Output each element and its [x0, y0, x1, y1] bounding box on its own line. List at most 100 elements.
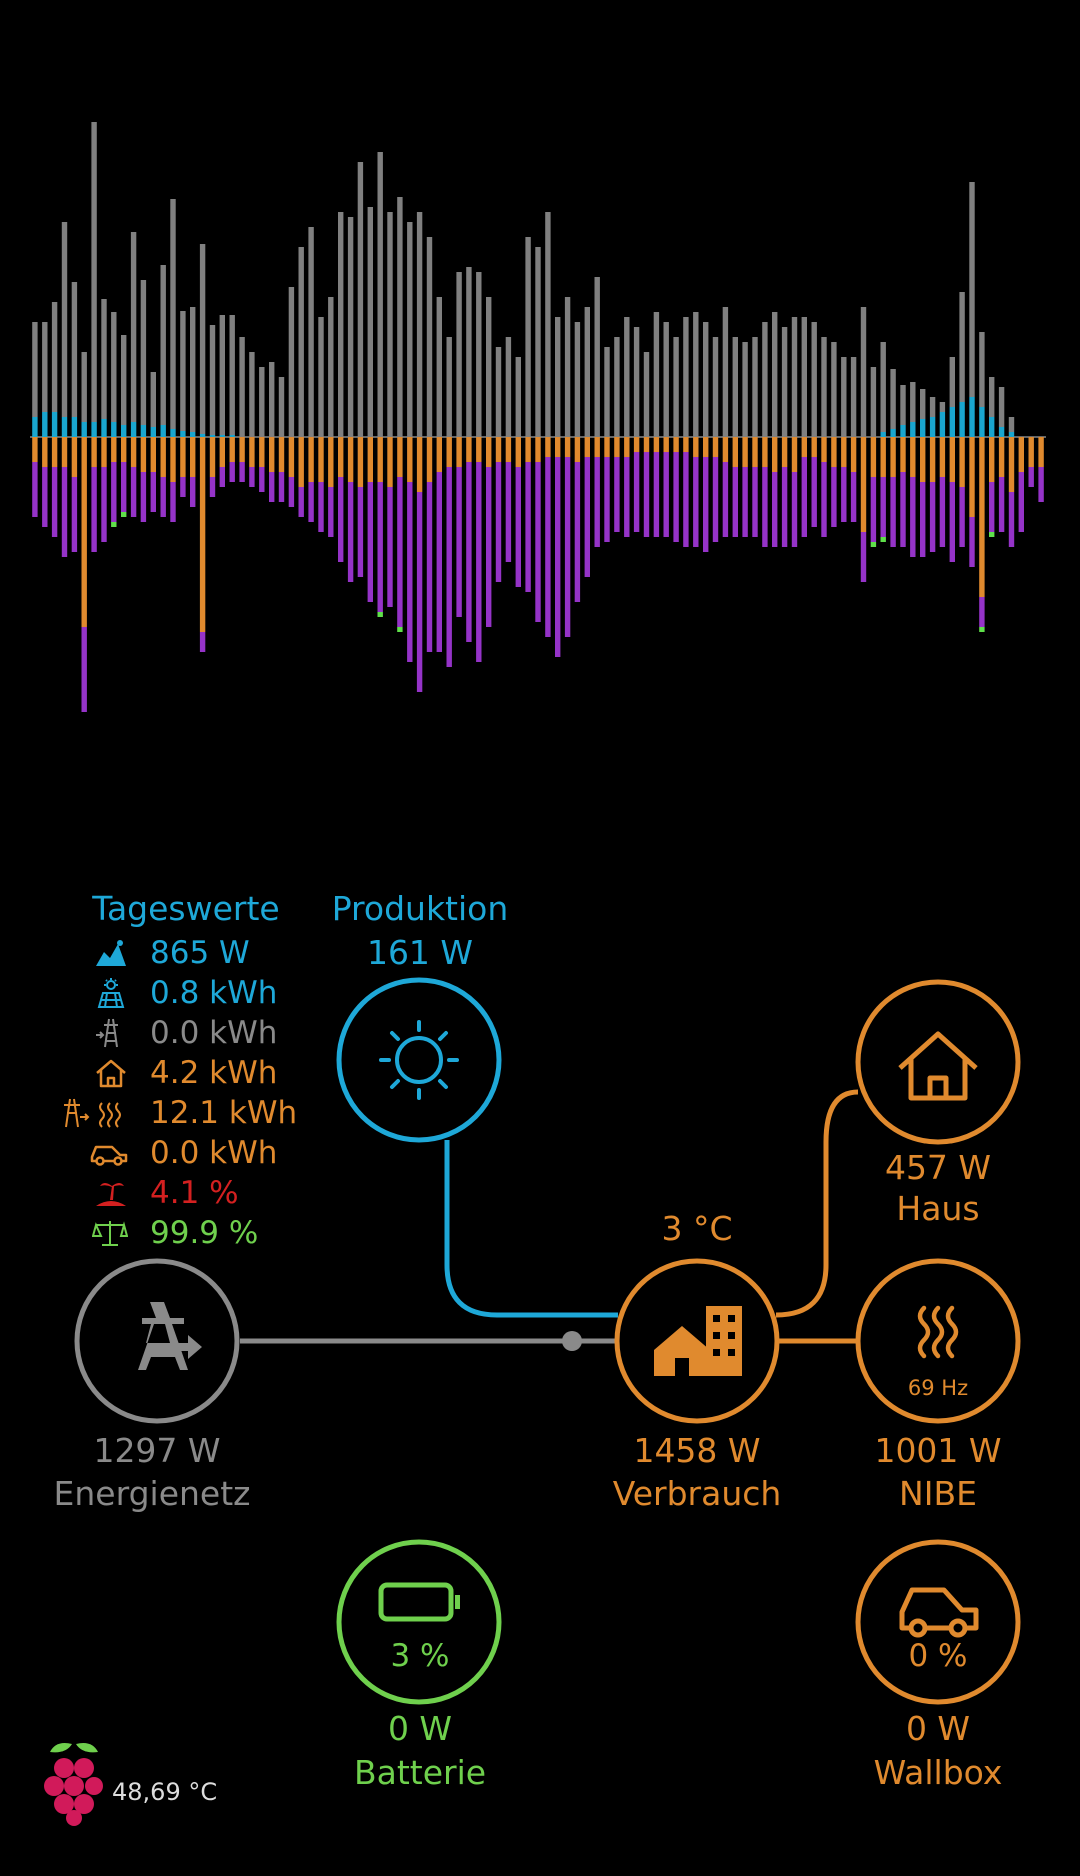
chart-bar: [140, 425, 147, 437]
chart-bar: [111, 522, 117, 527]
chart-bar: [387, 212, 393, 437]
chart-bar: [663, 437, 669, 452]
chart-bar: [890, 437, 896, 477]
chart-bar: [1018, 437, 1024, 472]
chart-bar: [357, 437, 364, 487]
chart-bar: [594, 277, 600, 437]
stat-row-house: 4.2 kWh: [40, 1053, 277, 1093]
chart-bar: [71, 282, 78, 417]
chart-bar: [259, 367, 265, 437]
chart-bar: [624, 317, 630, 437]
chart-bar: [525, 237, 531, 437]
chart-bar: [604, 347, 610, 437]
grid-circle: [74, 1258, 240, 1424]
chart-bar: [269, 437, 275, 472]
chart-bar: [160, 437, 166, 477]
chart-bar: [486, 437, 492, 467]
consumption-value: 1458 W: [633, 1431, 761, 1470]
battery-icon: [378, 1582, 460, 1622]
chart-bar: [199, 244, 206, 434]
chart-bar: [318, 482, 324, 532]
stat-row-grid-heat: 12.1 kWh: [40, 1093, 297, 1133]
chart-bar: [525, 437, 531, 462]
chart-bar: [209, 437, 216, 477]
chart-bar: [929, 397, 936, 417]
balance-icon: [92, 1221, 128, 1246]
chart-bar: [989, 417, 995, 437]
chart-bar: [791, 317, 798, 437]
chart-bar: [545, 457, 551, 637]
chart-bar: [190, 307, 196, 432]
chart-bar: [416, 437, 423, 492]
chart-bar: [209, 325, 216, 435]
power-pylon-icon: [138, 1302, 202, 1370]
chart-bar: [416, 212, 423, 437]
grid-value: 1297 W: [93, 1431, 221, 1470]
chart-bar: [880, 432, 886, 437]
chart-bar: [407, 482, 413, 662]
stat-value: 865 W: [150, 935, 250, 971]
stat-value: 99.9 %: [150, 1215, 259, 1251]
house-value: 457 W: [884, 1148, 992, 1187]
chart-bar: [663, 322, 669, 437]
chart-bar: [51, 412, 58, 437]
chart-bar: [288, 477, 295, 507]
chart-bar: [693, 312, 699, 437]
chart-bar: [998, 427, 1005, 437]
chart-bar: [209, 477, 216, 497]
production-value: 161 W: [366, 933, 474, 972]
chart-bar: [150, 437, 156, 472]
chart-bar: [959, 402, 965, 437]
chart-bar: [407, 437, 413, 482]
chart-bar: [722, 462, 729, 537]
nibe-value: 1001 W: [874, 1431, 1002, 1470]
nibe-frequency: 69 Hz: [907, 1376, 969, 1400]
chart-bar: [456, 467, 462, 617]
grid-label: Energienetz: [53, 1474, 251, 1513]
pi-temperature: 48,69 °C: [112, 1778, 218, 1806]
chart-bar: [387, 437, 393, 487]
chart-bar: [229, 435, 235, 437]
chart-bar: [338, 477, 344, 562]
chart-bar: [762, 437, 768, 467]
chart-bar: [278, 377, 285, 437]
chart-bar: [574, 462, 581, 602]
chart-bar: [929, 417, 936, 437]
chart-bar: [604, 457, 610, 542]
chart-bar: [160, 265, 166, 425]
chart-bar: [377, 437, 383, 482]
chart-bar: [180, 437, 186, 477]
chart-bar: [436, 472, 442, 652]
chart-bar: [338, 212, 344, 437]
chart-bar: [979, 332, 985, 407]
chart-bar: [584, 437, 590, 457]
chart-bar: [239, 437, 245, 462]
chart-bar: [121, 437, 127, 462]
chart-bar: [42, 437, 48, 467]
chart-bar: [772, 312, 778, 437]
chart-bar: [51, 467, 58, 537]
chart-bar: [594, 457, 600, 547]
chart-bar: [555, 437, 561, 457]
chart-bar: [32, 462, 38, 517]
chart-bar: [712, 437, 719, 457]
chart-bar: [890, 429, 896, 437]
chart-bar: [939, 477, 946, 547]
chart-bar: [278, 437, 285, 472]
chart-bar: [288, 437, 295, 477]
chart-bar: [910, 382, 916, 422]
wallbox-label: Wallbox: [873, 1753, 1003, 1792]
chart-bar: [535, 247, 541, 437]
chart-bar: [959, 487, 965, 547]
chart-bar: [732, 437, 738, 467]
chart-bar: [91, 467, 97, 552]
chart-bar: [880, 537, 886, 542]
chart-bar: [42, 467, 48, 527]
chart-bar: [989, 532, 995, 537]
battery-value: 0 W: [387, 1709, 453, 1748]
chart-bar: [683, 437, 689, 452]
chart-bar: [111, 422, 117, 437]
chart-bar: [722, 437, 729, 462]
chart-bar: [61, 467, 68, 557]
chart-bar: [939, 402, 946, 412]
